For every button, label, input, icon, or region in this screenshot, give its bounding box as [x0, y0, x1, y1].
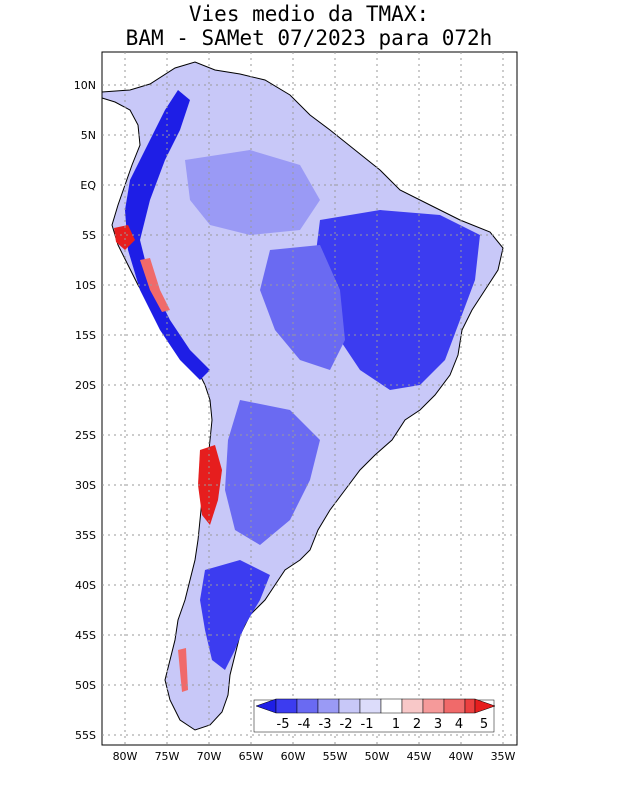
colorbar-swatch: [464, 698, 476, 714]
colorbar-swatch: [380, 698, 403, 714]
lat-label: EQ: [80, 179, 96, 192]
colorbar-label: -3: [319, 717, 332, 732]
map-title-line-1: Vies medio da TMAX:: [188, 2, 430, 26]
land-bias-field: [101, 61, 504, 731]
lon-label: 45W: [407, 750, 432, 763]
colorbar-label: 5: [480, 717, 488, 732]
colorbar-swatch: [422, 698, 445, 714]
lat-label: 20S: [75, 379, 96, 392]
graticule: [102, 52, 517, 745]
lat-label: 35S: [75, 529, 96, 542]
bias-region-northeast-brazil: [315, 210, 480, 390]
colorbar: -5 -4 -3 -2 -1 1 2 3 4 5: [253, 698, 496, 733]
lat-label: 50S: [75, 679, 96, 692]
lat-label: 25S: [75, 429, 96, 442]
latitude-labels: 10N 5N EQ 5S 10S 15S 20S 25S 30S 35S 40S…: [74, 79, 97, 742]
lon-label: 80W: [113, 750, 138, 763]
lon-label: 40W: [449, 750, 474, 763]
colorbar-swatch: [359, 698, 382, 714]
bias-region-amazon: [185, 150, 320, 235]
lon-label: 75W: [155, 750, 180, 763]
lat-label: 45S: [75, 629, 96, 642]
lat-label: 5N: [81, 129, 96, 142]
colorbar-label: -2: [340, 717, 353, 732]
lat-label: 10N: [74, 79, 96, 92]
lat-label: 30S: [75, 479, 96, 492]
colorbar-label: 1: [392, 717, 400, 732]
colorbar-swatch: [338, 698, 361, 714]
colorbar-label: -5: [277, 717, 290, 732]
bias-region-southern-chile: [178, 648, 188, 692]
lat-label: 15S: [75, 329, 96, 342]
bias-region-central-brazil: [260, 245, 345, 370]
lon-label: 70W: [197, 750, 222, 763]
lon-label: 55W: [323, 750, 348, 763]
colorbar-swatch: [296, 698, 319, 714]
lon-label: 60W: [281, 750, 306, 763]
colorbar-label: 2: [413, 717, 421, 732]
bias-region-argentina: [225, 400, 320, 545]
lon-label: 50W: [365, 750, 390, 763]
colorbar-swatch: [275, 698, 298, 714]
lat-label: 55S: [75, 729, 96, 742]
map-title-line-2: BAM - SAMet 07/2023 para 072h: [125, 26, 493, 50]
colorbar-swatch: [443, 698, 466, 714]
bias-region-patagonia: [200, 560, 270, 670]
lat-label: 40S: [75, 579, 96, 592]
bias-region-peru-coast: [114, 225, 135, 250]
longitude-labels: 80W 75W 70W 65W 60W 55W 50W 45W 40W 35W: [113, 750, 516, 763]
lat-label: 5S: [82, 229, 96, 242]
lon-label: 65W: [239, 750, 264, 763]
colorbar-high-arrow: [474, 698, 496, 714]
colorbar-label: -1: [361, 717, 374, 732]
bias-region-andes-central: [140, 258, 170, 312]
bias-region-andes-north: [125, 90, 210, 380]
lat-label: 10S: [75, 279, 96, 292]
colorbar-swatch: [401, 698, 424, 714]
colorbar-label: 4: [455, 717, 463, 732]
colorbar-swatch: [317, 698, 340, 714]
colorbar-label: -4: [298, 717, 311, 732]
colorbar-label: 3: [434, 717, 442, 732]
lon-label: 35W: [491, 750, 516, 763]
